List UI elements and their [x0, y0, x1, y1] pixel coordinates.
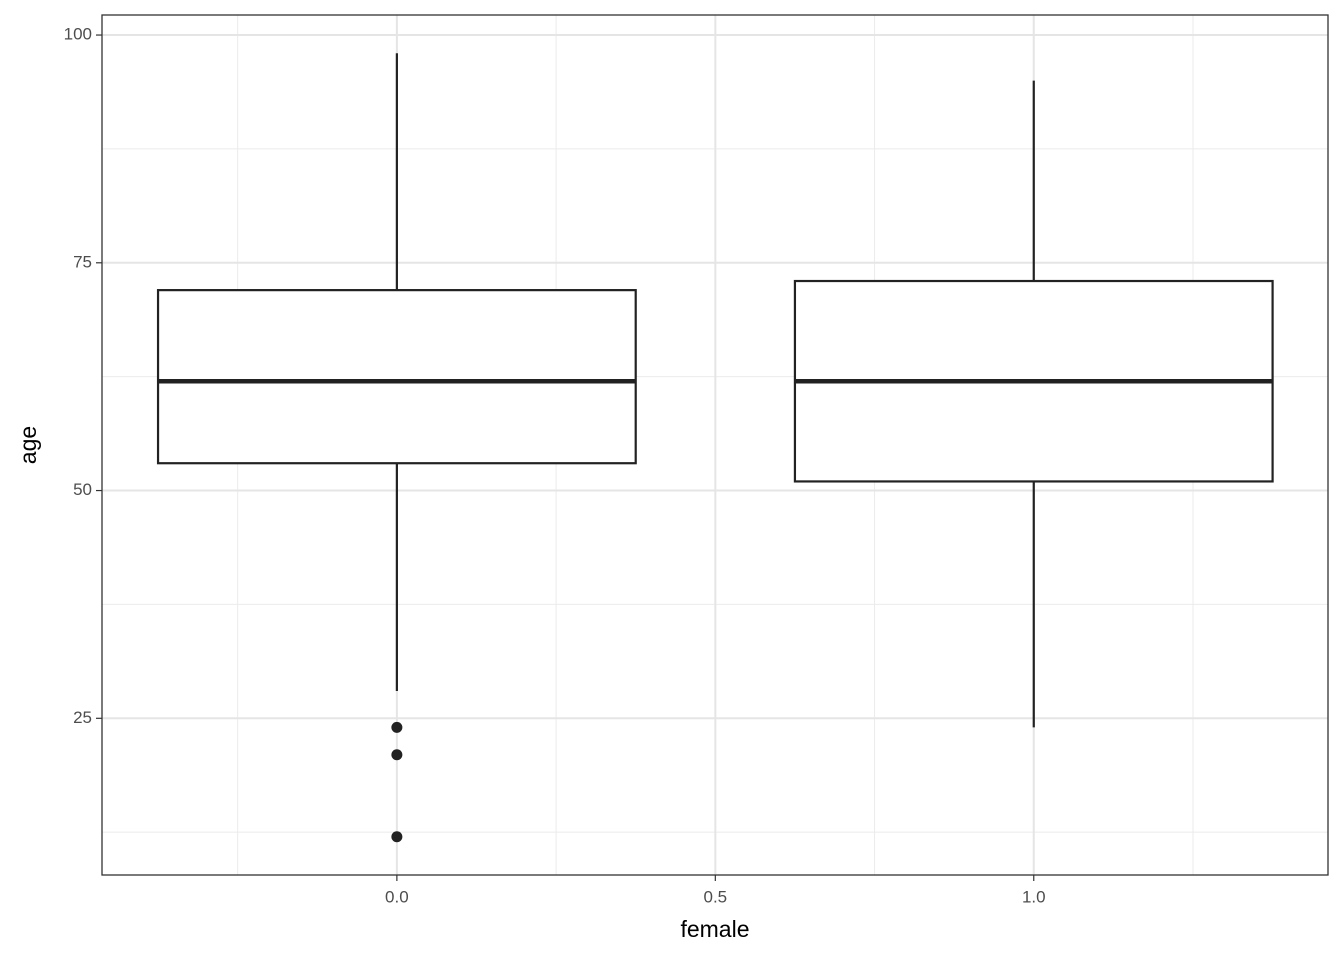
y-tick-label: 25	[73, 708, 92, 727]
outlier	[391, 749, 403, 761]
outlier	[391, 721, 403, 733]
box	[156, 289, 637, 465]
y-tick-label: 50	[73, 480, 92, 499]
y-tick-label: 75	[73, 252, 92, 271]
panel-border	[101, 14, 1329, 876]
outlier	[391, 831, 403, 843]
y-tick-label: 100	[64, 25, 92, 44]
x-tick-label: 0.5	[703, 887, 727, 906]
y-axis-title: age	[15, 426, 41, 464]
x-axis-title: female	[680, 916, 749, 942]
x-tick-label: 1.0	[1022, 887, 1046, 906]
x-tick-label: 0.0	[385, 887, 409, 906]
